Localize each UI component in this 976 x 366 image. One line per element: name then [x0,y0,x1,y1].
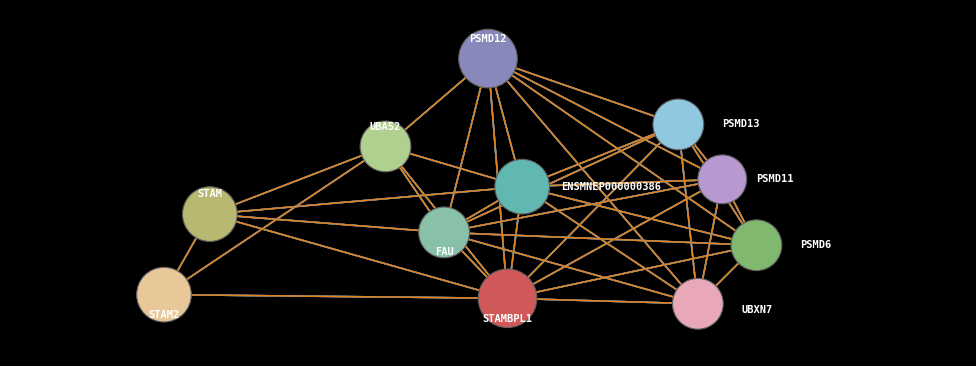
Ellipse shape [731,220,782,270]
Text: UBXN7: UBXN7 [742,305,773,315]
Text: FAU: FAU [434,247,454,257]
Ellipse shape [478,269,537,328]
Text: PSMD12: PSMD12 [469,34,507,44]
Ellipse shape [137,267,191,322]
Text: PSMD13: PSMD13 [722,119,759,130]
Ellipse shape [360,121,411,172]
Text: PSMD11: PSMD11 [756,174,793,184]
Text: STAMBPL1: STAMBPL1 [482,314,533,324]
Ellipse shape [672,279,723,329]
Ellipse shape [183,187,237,242]
Ellipse shape [459,29,517,88]
Ellipse shape [495,159,549,214]
Text: UBA52: UBA52 [370,122,401,132]
Text: STAM2: STAM2 [148,310,180,320]
Text: PSMD6: PSMD6 [800,240,832,250]
Ellipse shape [419,207,469,258]
Text: STAM: STAM [197,190,223,199]
Ellipse shape [698,155,747,204]
Ellipse shape [653,99,704,150]
Text: ENSMNEP000000386: ENSMNEP000000386 [561,182,661,192]
